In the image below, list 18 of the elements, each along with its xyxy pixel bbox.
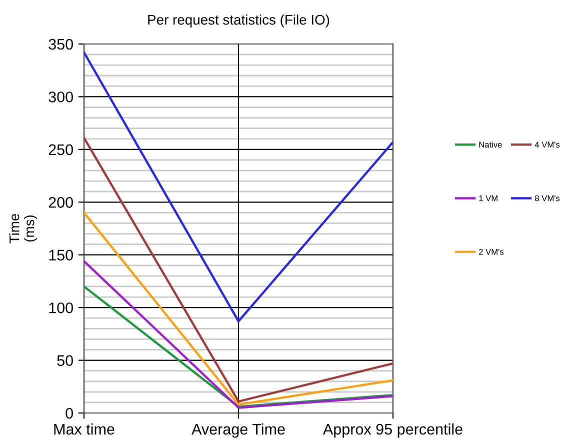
y-tick-label: 0	[66, 408, 73, 419]
legend-label: 1 VM	[479, 195, 498, 202]
y-tick-label: 300	[48, 92, 73, 102]
y-tick-label: 150	[49, 250, 73, 261]
x-tick-label: Max time	[54, 423, 114, 435]
legend-label: 4 VM's	[534, 142, 560, 148]
chart-title: Per request statistics (File IO)	[148, 14, 330, 28]
x-tick-label: Approx 95 percentile	[322, 423, 462, 438]
y-tick-label: 200	[48, 197, 73, 208]
y-tick-label: 250	[48, 144, 73, 156]
x-tick-label: Average Time	[192, 423, 285, 438]
legend-label: Native	[479, 141, 502, 148]
legend-label: 2 VM's	[479, 248, 504, 255]
y-tick-label: 100	[49, 302, 73, 314]
y-tick-label: 350	[48, 38, 73, 50]
legend-label: 8 VM's	[535, 195, 560, 202]
y-tick-label: 50	[57, 355, 73, 366]
y-axis-title: Time (ms)	[9, 214, 37, 244]
